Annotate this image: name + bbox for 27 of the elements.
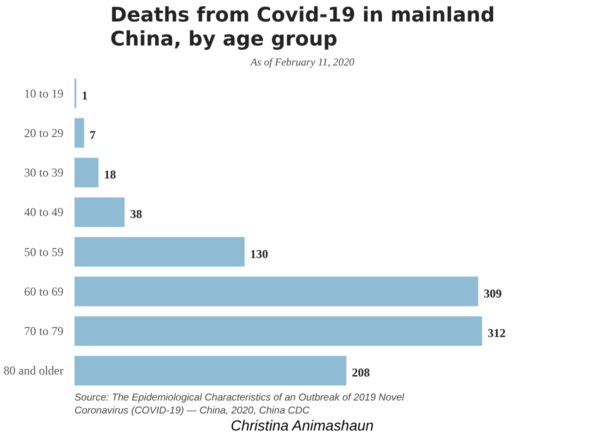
source-note: Source: The Epidemiological Characteristics of an Outbreak of 2019 Novel Coronavirus (COVID-19) — China, 2020, China CDC [74,392,405,416]
bar [74,316,482,346]
chart-title: Deaths from Covid-19 in mainland China, by age group [110,2,495,50]
data-label: 18 [104,168,116,182]
y-tick-label: 30 to 39 [24,166,64,180]
data-label: 1 [82,88,88,102]
data-label: 312 [488,326,506,340]
data-label: 309 [484,286,502,300]
y-tick-label: 50 to 59 [24,244,64,259]
data-label: 38 [130,207,142,222]
y-tick-label: 10 to 19 [24,86,64,100]
text: Christina Animashaun [230,418,374,434]
bar [74,197,125,227]
y-tick-label: 80 and older [4,364,64,378]
data-label: 208 [352,366,370,380]
bar [74,276,478,306]
bar [74,356,346,386]
bar [74,237,245,267]
chart-subtitle: As of February 11, 2020 [250,58,356,68]
y-tick-label: 60 to 69 [24,284,64,298]
bar [74,118,84,148]
y-tick-label: 40 to 49 [24,205,64,220]
data-label: 130 [250,246,268,261]
y-tick-label: 70 to 79 [24,324,64,338]
data-label: 7 [90,128,96,142]
bar [74,158,98,188]
y-tick-label: 20 to 29 [24,126,64,140]
